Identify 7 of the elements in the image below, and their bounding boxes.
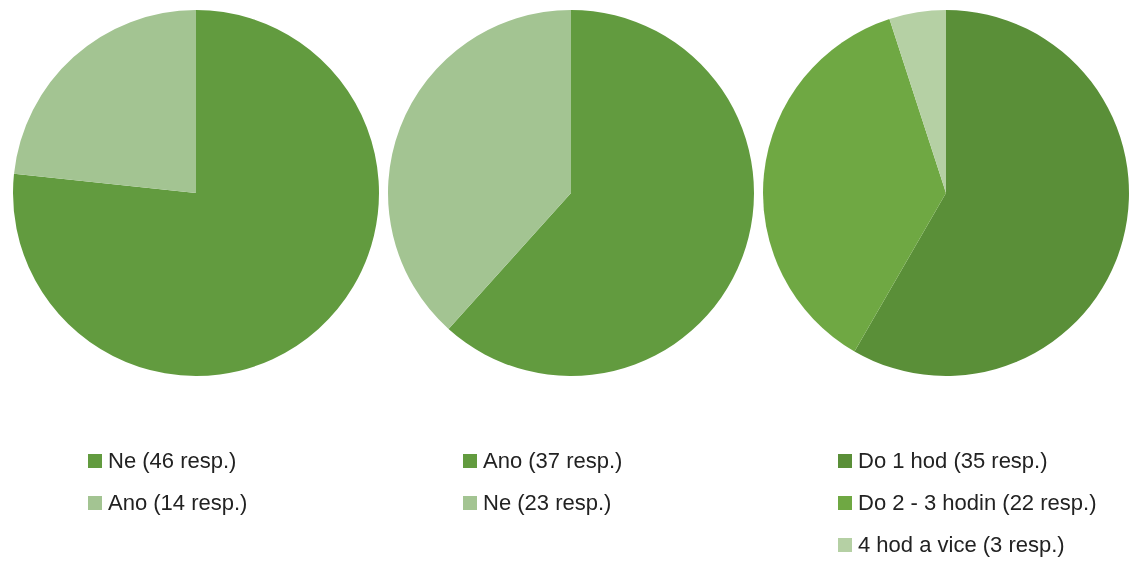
legend-label: Do 2 - 3 hodin (22 resp.) bbox=[858, 490, 1097, 516]
legend-label: Ne (23 resp.) bbox=[483, 490, 612, 516]
legend-label: Do 1 hod (35 resp.) bbox=[858, 448, 1048, 474]
legend-label: Ano (14 resp.) bbox=[108, 490, 248, 516]
legend-label: 4 hod a vice (3 resp.) bbox=[858, 532, 1065, 558]
legend-label: Ano (37 resp.) bbox=[483, 448, 623, 474]
legend-label: Ne (46 resp.) bbox=[108, 448, 237, 474]
